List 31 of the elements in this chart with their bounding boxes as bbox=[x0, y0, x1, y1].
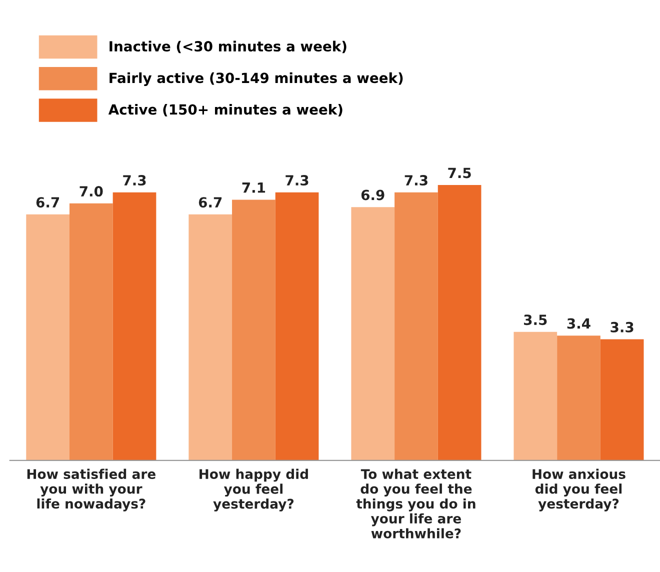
data-label: 7.5 bbox=[448, 168, 471, 178]
x-tick-label: How anxious did you feel yesterday? bbox=[532, 468, 626, 512]
bar bbox=[514, 332, 558, 460]
bar bbox=[351, 207, 395, 460]
data-label: 6.7 bbox=[36, 197, 60, 208]
data-label: 7.0 bbox=[80, 186, 103, 197]
data-label: 7.3 bbox=[404, 175, 428, 186]
data-label: 3.4 bbox=[567, 318, 590, 329]
bar bbox=[438, 185, 482, 460]
x-tick-label: How happy did you feel yesterday? bbox=[200, 468, 308, 512]
legend-label: Fairly active (30-149 minutes a week) bbox=[110, 72, 403, 86]
data-label: 3.5 bbox=[524, 314, 547, 326]
bar bbox=[394, 192, 438, 460]
bar bbox=[112, 192, 156, 460]
bar bbox=[600, 339, 644, 460]
x-tick-label: To what extent do you feel the things you do in your life are worthwhile? bbox=[356, 468, 476, 538]
data-label: 6.9 bbox=[361, 190, 384, 200]
bar bbox=[557, 336, 600, 460]
legend-label: Active (150+ minutes a week) bbox=[108, 104, 342, 116]
data-label: 7.1 bbox=[242, 182, 266, 193]
bar bbox=[275, 192, 319, 460]
data-label: 6.7 bbox=[198, 197, 222, 208]
x-tick-label: How satisfied are you with your life nowadays? bbox=[27, 468, 156, 512]
bar bbox=[232, 200, 276, 460]
legend-label: Inactive (<30 minutes a week) bbox=[110, 40, 346, 54]
data-label: 3.3 bbox=[610, 322, 634, 332]
bar bbox=[188, 214, 232, 460]
bar bbox=[69, 203, 113, 460]
bar bbox=[26, 214, 70, 460]
data-label: 7.3 bbox=[286, 175, 308, 186]
data-label: 7.3 bbox=[123, 175, 146, 186]
